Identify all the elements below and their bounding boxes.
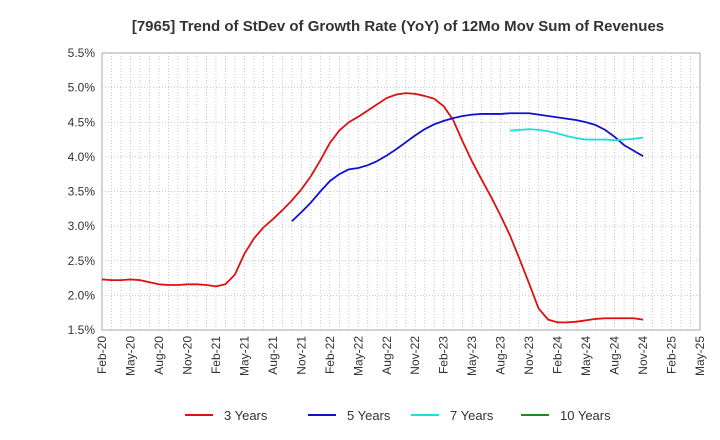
x-tick-label: May-23 [465, 336, 479, 376]
series-line-3-years [101, 92, 644, 324]
x-tick-label: Aug-20 [152, 336, 166, 375]
series-line-7-years [510, 128, 644, 142]
series-line-5-years [291, 112, 644, 222]
x-tick-label: Feb-22 [323, 336, 337, 374]
x-tick-label: Feb-23 [437, 336, 451, 374]
y-tick-label: 2.5% [68, 254, 96, 268]
x-tick-label: Nov-23 [522, 336, 536, 375]
x-tick-label: Aug-23 [494, 336, 508, 375]
x-tick-label: Nov-24 [636, 336, 650, 375]
x-tick-label: Nov-20 [180, 336, 194, 375]
plot-area-border [101, 52, 701, 331]
series-lines [101, 92, 644, 324]
x-tick-label: Nov-21 [294, 336, 308, 375]
x-tick-label: Feb-25 [665, 336, 679, 374]
legend-label: 7 Years [450, 408, 494, 423]
x-tick-label: Feb-20 [95, 336, 109, 374]
legend-label: 3 Years [224, 408, 268, 423]
x-tick-label: Nov-22 [408, 336, 422, 375]
y-tick-label: 4.0% [68, 150, 96, 164]
legend: 3 Years 5 Years 7 Years 10 Years [185, 408, 611, 423]
y-tick-label: 2.0% [68, 288, 96, 302]
y-tick-label: 4.5% [68, 115, 96, 129]
legend-label: 10 Years [560, 408, 611, 423]
x-tick-label: Aug-22 [380, 336, 394, 375]
y-tick-label: 5.0% [68, 81, 96, 95]
x-tick-label: Aug-24 [608, 336, 622, 375]
x-tick-label: May-20 [123, 336, 137, 376]
y-tick-label: 5.5% [68, 46, 96, 60]
x-tick-label: May-22 [351, 336, 365, 376]
x-tick-label: Feb-24 [551, 336, 565, 374]
chart-title: [7965] Trend of StDev of Growth Rate (Yo… [132, 18, 664, 35]
y-tick-label: 3.5% [68, 185, 96, 199]
x-tick-label: May-25 [693, 336, 707, 376]
x-tick-label: May-21 [237, 336, 251, 376]
legend-label: 5 Years [347, 408, 391, 423]
x-tick-label: Aug-21 [266, 336, 280, 375]
x-axis: Feb-20 May-20 Aug-20 Nov-20 Feb-21 May-21 Aug-… [95, 336, 707, 376]
x-tick-label: May-24 [579, 336, 593, 376]
y-tick-label: 1.5% [68, 323, 96, 337]
x-tick-label: Feb-21 [209, 336, 223, 374]
y-tick-label: 3.0% [68, 219, 96, 233]
y-axis: 1.5% 2.0% 2.5% 3.0% 3.5% 4.0% 4.5% 5.0% 5.5% [68, 46, 96, 337]
